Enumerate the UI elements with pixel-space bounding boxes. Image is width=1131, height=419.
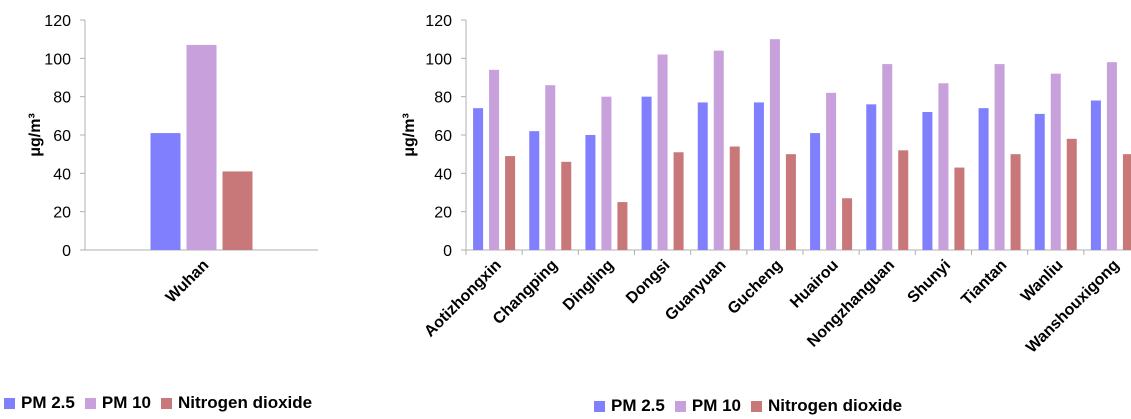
bar-pm25 bbox=[641, 96, 652, 251]
y-tick-label: 60 bbox=[53, 128, 71, 145]
y-tick-label: 20 bbox=[53, 205, 71, 222]
y-axis-title: μg/m³ bbox=[401, 113, 418, 157]
bar-no2 bbox=[785, 154, 796, 250]
legend-swatch-pm25 bbox=[4, 397, 15, 409]
legend-swatch-pm25 bbox=[594, 400, 605, 412]
bar-pm10 bbox=[489, 69, 500, 250]
legend-swatch-no2 bbox=[751, 400, 762, 412]
x-tick-label: Huairou bbox=[787, 257, 842, 312]
bar-pm10 bbox=[545, 85, 556, 251]
legend-swatch-pm10 bbox=[674, 400, 686, 412]
bar-pm10 bbox=[826, 92, 837, 250]
bar-pm25 bbox=[810, 133, 821, 250]
y-tick-label: 40 bbox=[434, 166, 452, 183]
y-tick-label: 0 bbox=[443, 243, 452, 260]
legend-item: Nitrogen dioxide bbox=[751, 396, 902, 416]
bar-pm25 bbox=[473, 108, 484, 251]
legend-label: PM 10 bbox=[101, 393, 151, 412]
bar-no2 bbox=[1010, 154, 1021, 250]
legend-item: PM 2.5 bbox=[4, 393, 75, 413]
legend-label: PM 2.5 bbox=[21, 393, 75, 412]
bar-pm10 bbox=[713, 50, 724, 250]
bar-pm25 bbox=[1090, 100, 1101, 250]
bar-no2 bbox=[561, 161, 572, 250]
x-tick-label: Aotizhongxin bbox=[421, 257, 505, 341]
bar-pm25 bbox=[585, 135, 596, 250]
x-tick-label: Dingling bbox=[560, 257, 617, 314]
x-tick-label: Dongsi bbox=[623, 257, 673, 307]
legend-swatch-no2 bbox=[161, 397, 172, 409]
bar-no2 bbox=[898, 150, 909, 250]
legend-label: Nitrogen dioxide bbox=[178, 393, 313, 412]
bar-pm25 bbox=[529, 131, 540, 250]
bar-pm10 bbox=[1106, 62, 1117, 250]
legend-label: PM 2.5 bbox=[611, 396, 665, 415]
bar-pm10 bbox=[994, 64, 1005, 250]
legend-item: PM 10 bbox=[674, 396, 741, 416]
bar-pm25 bbox=[922, 112, 933, 250]
bar-pm25 bbox=[753, 102, 764, 251]
bar-pm10 bbox=[938, 83, 949, 250]
bar-pm25 bbox=[866, 104, 877, 250]
bar-pm25 bbox=[697, 102, 708, 251]
bar-pm10 bbox=[186, 44, 217, 250]
bar-no2 bbox=[954, 167, 965, 250]
y-tick-label: 60 bbox=[434, 128, 452, 145]
y-tick-label: 80 bbox=[434, 90, 452, 107]
x-tick-label: Gucheng bbox=[725, 257, 786, 318]
beijing-stations-chart: 020406080100120μg/m³AotizhongxinChangpin… bbox=[401, 13, 1131, 356]
legend-wuhan: PM 2.5 PM 10 Nitrogen dioxide bbox=[4, 393, 322, 413]
x-tick-label: Wanliu bbox=[1018, 257, 1067, 306]
legend-label: Nitrogen dioxide bbox=[768, 396, 903, 415]
y-axis-title: μg/m³ bbox=[27, 113, 44, 157]
bar-pm25 bbox=[978, 108, 989, 251]
bar-no2 bbox=[1122, 154, 1131, 250]
legend-label: PM 10 bbox=[691, 396, 741, 415]
bar-no2 bbox=[617, 202, 628, 250]
y-tick-label: 120 bbox=[425, 13, 452, 30]
bar-no2 bbox=[673, 152, 684, 250]
legend-item: Nitrogen dioxide bbox=[161, 393, 312, 413]
x-tick-label: Guanyuan bbox=[662, 257, 729, 324]
bar-pm10 bbox=[1050, 73, 1061, 251]
bar-no2 bbox=[842, 198, 853, 250]
legend-item: PM 10 bbox=[84, 393, 151, 413]
legend-item: PM 2.5 bbox=[594, 396, 665, 416]
legend-beijing: PM 2.5 PM 10 Nitrogen dioxide bbox=[594, 396, 912, 416]
y-tick-label: 120 bbox=[44, 13, 71, 30]
wuhan-chart: 0 20 40 60 80 100 120 μg/m³ Wuhan bbox=[27, 13, 318, 306]
bar-pm10 bbox=[601, 96, 612, 251]
bar-no2 bbox=[222, 171, 253, 250]
bar-pm10 bbox=[769, 39, 780, 250]
y-tick-label: 40 bbox=[53, 166, 71, 183]
x-tick-label: Wuhan bbox=[163, 257, 213, 307]
x-tick-label: Shunyi bbox=[905, 257, 955, 307]
y-tick-label: 20 bbox=[434, 205, 452, 222]
bar-pm25 bbox=[1034, 113, 1045, 251]
x-tick-label: Wanshouxigong bbox=[1023, 257, 1123, 357]
bar-pm10 bbox=[657, 54, 668, 250]
bar-pm10 bbox=[882, 64, 893, 250]
x-tick-label: Tiantan bbox=[958, 257, 1010, 309]
y-tick-label: 100 bbox=[44, 51, 71, 68]
bar-pm25 bbox=[150, 133, 181, 250]
y-tick-label: 100 bbox=[425, 51, 452, 68]
bar-no2 bbox=[505, 156, 516, 250]
y-tick-label: 0 bbox=[62, 243, 71, 260]
bar-no2 bbox=[729, 146, 740, 250]
legend-swatch-pm10 bbox=[84, 397, 96, 409]
bar-no2 bbox=[1066, 138, 1077, 250]
y-tick-label: 80 bbox=[53, 90, 71, 107]
